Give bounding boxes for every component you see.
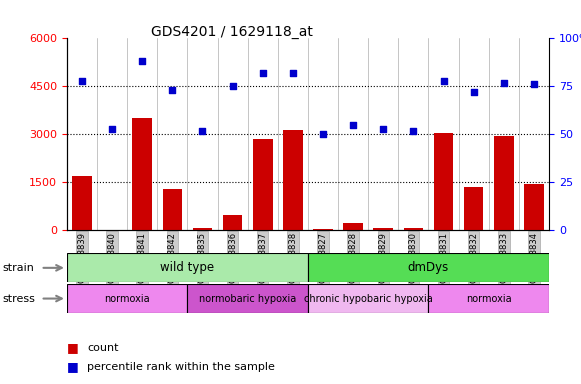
- Point: [349, 122, 358, 128]
- Point: [409, 127, 418, 134]
- Bar: [67, 284, 187, 313]
- Text: normoxia: normoxia: [466, 293, 512, 304]
- Text: stress: stress: [3, 293, 36, 304]
- Bar: [313, 229, 333, 230]
- Point: [138, 58, 147, 65]
- Text: ■: ■: [67, 341, 78, 354]
- Point: [228, 83, 237, 89]
- Point: [379, 126, 388, 132]
- Bar: [253, 139, 272, 230]
- Bar: [464, 187, 483, 230]
- Point: [107, 126, 117, 132]
- Bar: [343, 223, 363, 230]
- Point: [469, 89, 478, 95]
- Text: ■: ■: [67, 360, 78, 373]
- Point: [168, 87, 177, 93]
- Point: [499, 79, 508, 86]
- Bar: [193, 228, 212, 230]
- Point: [77, 78, 87, 84]
- Point: [529, 81, 539, 88]
- Text: normoxia: normoxia: [104, 293, 150, 304]
- Point: [288, 70, 297, 76]
- Bar: [223, 215, 242, 230]
- Bar: [308, 284, 428, 313]
- Point: [439, 78, 448, 84]
- Bar: [524, 184, 544, 230]
- Text: wild type: wild type: [160, 262, 214, 274]
- Bar: [374, 227, 393, 230]
- Text: GDS4201 / 1629118_at: GDS4201 / 1629118_at: [152, 25, 313, 39]
- Bar: [283, 129, 303, 230]
- Text: count: count: [87, 343, 119, 353]
- Bar: [404, 228, 423, 230]
- Text: strain: strain: [3, 263, 35, 273]
- Text: chronic hypobaric hypoxia: chronic hypobaric hypoxia: [304, 293, 433, 304]
- Bar: [163, 189, 182, 230]
- Point: [198, 127, 207, 134]
- Bar: [187, 284, 308, 313]
- Bar: [428, 284, 549, 313]
- Bar: [308, 253, 549, 282]
- Bar: [67, 253, 308, 282]
- Bar: [72, 176, 92, 230]
- Bar: [434, 133, 453, 230]
- Text: normobaric hypoxia: normobaric hypoxia: [199, 293, 296, 304]
- Bar: [132, 118, 152, 230]
- Point: [318, 131, 328, 137]
- Point: [258, 70, 267, 76]
- Bar: [494, 136, 514, 230]
- Text: dmDys: dmDys: [408, 262, 449, 274]
- Text: percentile rank within the sample: percentile rank within the sample: [87, 362, 275, 372]
